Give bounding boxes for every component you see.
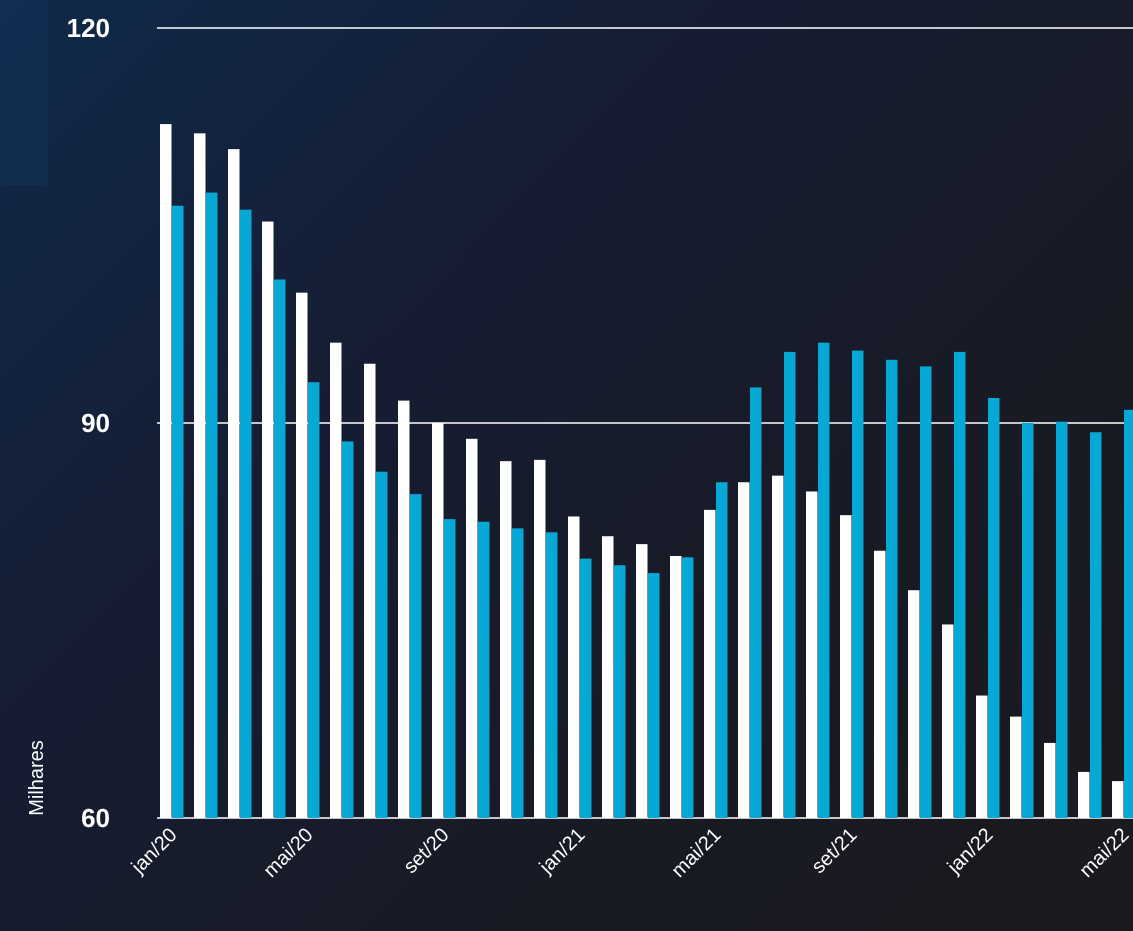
x-tick-label: set/20 — [399, 824, 453, 878]
bar-series2-abr/22 — [1090, 432, 1102, 818]
bar-series1-nov/20 — [500, 461, 512, 818]
bar-series1-jun/20 — [330, 342, 342, 818]
bar-series1-jul/21 — [772, 475, 784, 818]
bar-series2-ago/21 — [818, 342, 830, 818]
bar-series1-abr/20 — [262, 221, 274, 819]
x-tick-label: jan/22 — [943, 824, 998, 879]
bar-series1-ago/21 — [806, 491, 818, 818]
y-tick-label: 60 — [81, 803, 110, 833]
bar-series1-mai/21 — [704, 509, 716, 818]
bars — [160, 124, 1133, 819]
bar-series1-mai/22 — [1112, 781, 1124, 818]
bar-series2-jan/21 — [580, 558, 592, 818]
bar-series1-ago/20 — [398, 400, 410, 818]
bar-series2-jun/20 — [342, 441, 354, 818]
x-tick-label: jan/21 — [535, 824, 590, 879]
bar-series1-jan/20 — [160, 124, 172, 818]
bar-series1-jan/21 — [568, 516, 580, 818]
x-tick-label: mai/20 — [260, 824, 318, 882]
bar-series2-out/21 — [886, 359, 898, 818]
bar-series1-fev/22 — [1010, 716, 1022, 818]
bar-series2-jan/20 — [172, 205, 184, 818]
bar-series1-jan/22 — [976, 695, 988, 818]
x-tick-label: jan/20 — [127, 824, 182, 879]
bar-series2-set/20 — [444, 519, 456, 818]
bar-series2-mar/21 — [648, 573, 660, 818]
bar-series1-mar/21 — [636, 544, 648, 818]
bar-series2-jul/21 — [784, 351, 796, 818]
bar-series2-mai/21 — [716, 482, 728, 818]
bar-series2-ago/20 — [410, 494, 422, 818]
bar-series1-nov/21 — [908, 590, 920, 818]
y-tick-label: 90 — [81, 408, 110, 438]
x-tick-label: mai/22 — [1076, 824, 1133, 882]
bar-series2-dez/21 — [954, 351, 966, 818]
bar-series1-set/21 — [840, 515, 852, 818]
bar-series1-fev/21 — [602, 536, 614, 818]
bar-series1-abr/21 — [670, 555, 682, 818]
bar-series2-jul/20 — [376, 471, 388, 818]
bar-series1-set/20 — [432, 423, 444, 818]
bar-series2-fev/21 — [614, 565, 626, 818]
bar-series1-dez/20 — [534, 459, 546, 818]
x-axis-ticks: jan/20 mai/20 set/20 jan/21 mai/21 set/21 jan/… — [127, 824, 1133, 882]
x-tick-label: mai/21 — [668, 824, 726, 882]
bar-series1-jul/20 — [364, 363, 376, 818]
bar-series2-dez/20 — [546, 532, 558, 818]
bar-series1-dez/21 — [942, 624, 954, 818]
bar-series2-abr/20 — [274, 279, 286, 818]
bar-series2-abr/21 — [682, 557, 694, 818]
bar-series2-mar/20 — [240, 209, 252, 818]
bar-series2-mai/20 — [308, 382, 320, 818]
bar-series2-jan/22 — [988, 397, 1000, 818]
bar-series1-out/21 — [874, 550, 886, 818]
x-tick-label: set/21 — [807, 824, 861, 878]
bar-series1-mar/20 — [228, 149, 240, 819]
bar-series1-out/20 — [466, 438, 478, 818]
background-corner-glow — [0, 0, 48, 185]
y-tick-label: 120 — [67, 13, 110, 43]
bar-series2-fev/20 — [206, 192, 218, 819]
bar-series2-mar/22 — [1056, 421, 1068, 818]
bar-series1-abr/22 — [1078, 771, 1090, 818]
bar-series1-jun/21 — [738, 482, 750, 818]
bar-series2-fev/22 — [1022, 423, 1034, 818]
bar-series1-fev/20 — [194, 133, 206, 819]
bar-series1-mai/20 — [296, 292, 308, 818]
bar-series2-nov/21 — [920, 366, 932, 818]
y-axis-label: Milhares — [26, 740, 48, 816]
bar-series1-mar/22 — [1044, 742, 1056, 818]
bar-series2-out/20 — [478, 521, 490, 818]
bar-series2-set/21 — [852, 350, 864, 818]
bar-series2-jun/21 — [750, 387, 762, 818]
bar-series2-mai/22 — [1124, 409, 1133, 818]
y-axis-ticks: 60 90 120 — [67, 13, 110, 833]
bar-series2-nov/20 — [512, 528, 524, 818]
